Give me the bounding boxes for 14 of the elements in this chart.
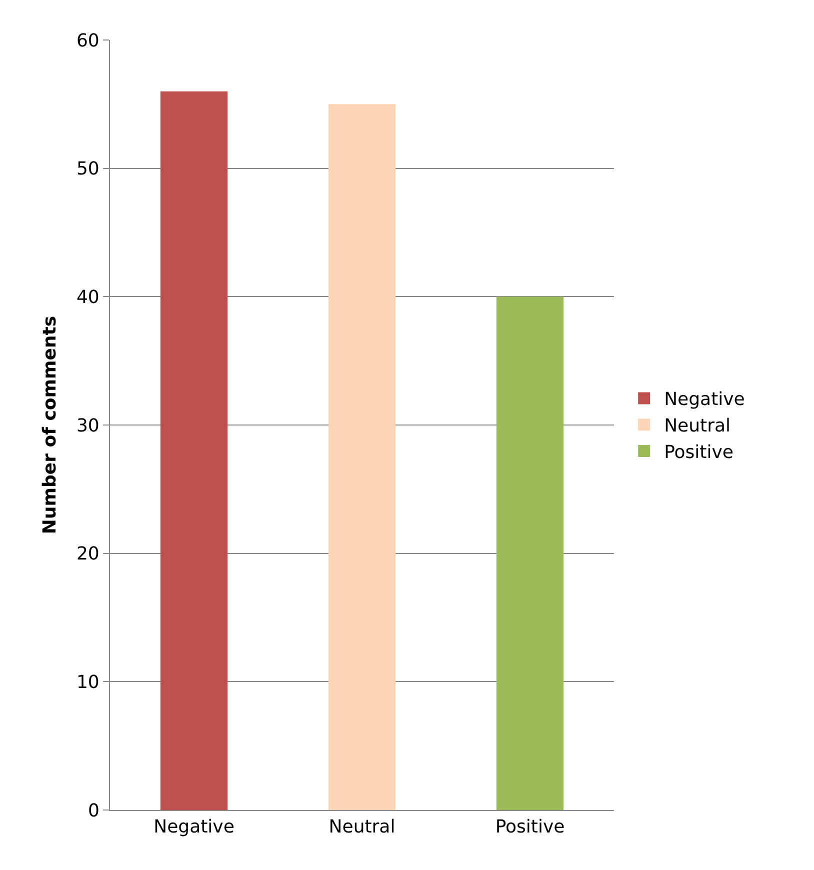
y-tick-label: 50 xyxy=(76,158,100,180)
y-tick-label: 60 xyxy=(76,30,100,52)
legend-label: Neutral xyxy=(664,416,731,437)
x-tick-label: Neutral xyxy=(328,816,396,838)
y-tick-label: 40 xyxy=(76,286,100,308)
y-tick-label: 10 xyxy=(76,672,100,693)
y-tick-label: 30 xyxy=(76,415,100,436)
x-tick-label: Negative xyxy=(154,816,234,838)
y-tick-label: 20 xyxy=(76,544,100,565)
legend-label: Positive xyxy=(664,442,734,464)
y-axis-title: Number of comments xyxy=(40,316,61,534)
legend-label: Negative xyxy=(664,389,745,410)
x-tick-label: Positive xyxy=(495,816,565,838)
y-tick-label: 0 xyxy=(88,800,100,822)
